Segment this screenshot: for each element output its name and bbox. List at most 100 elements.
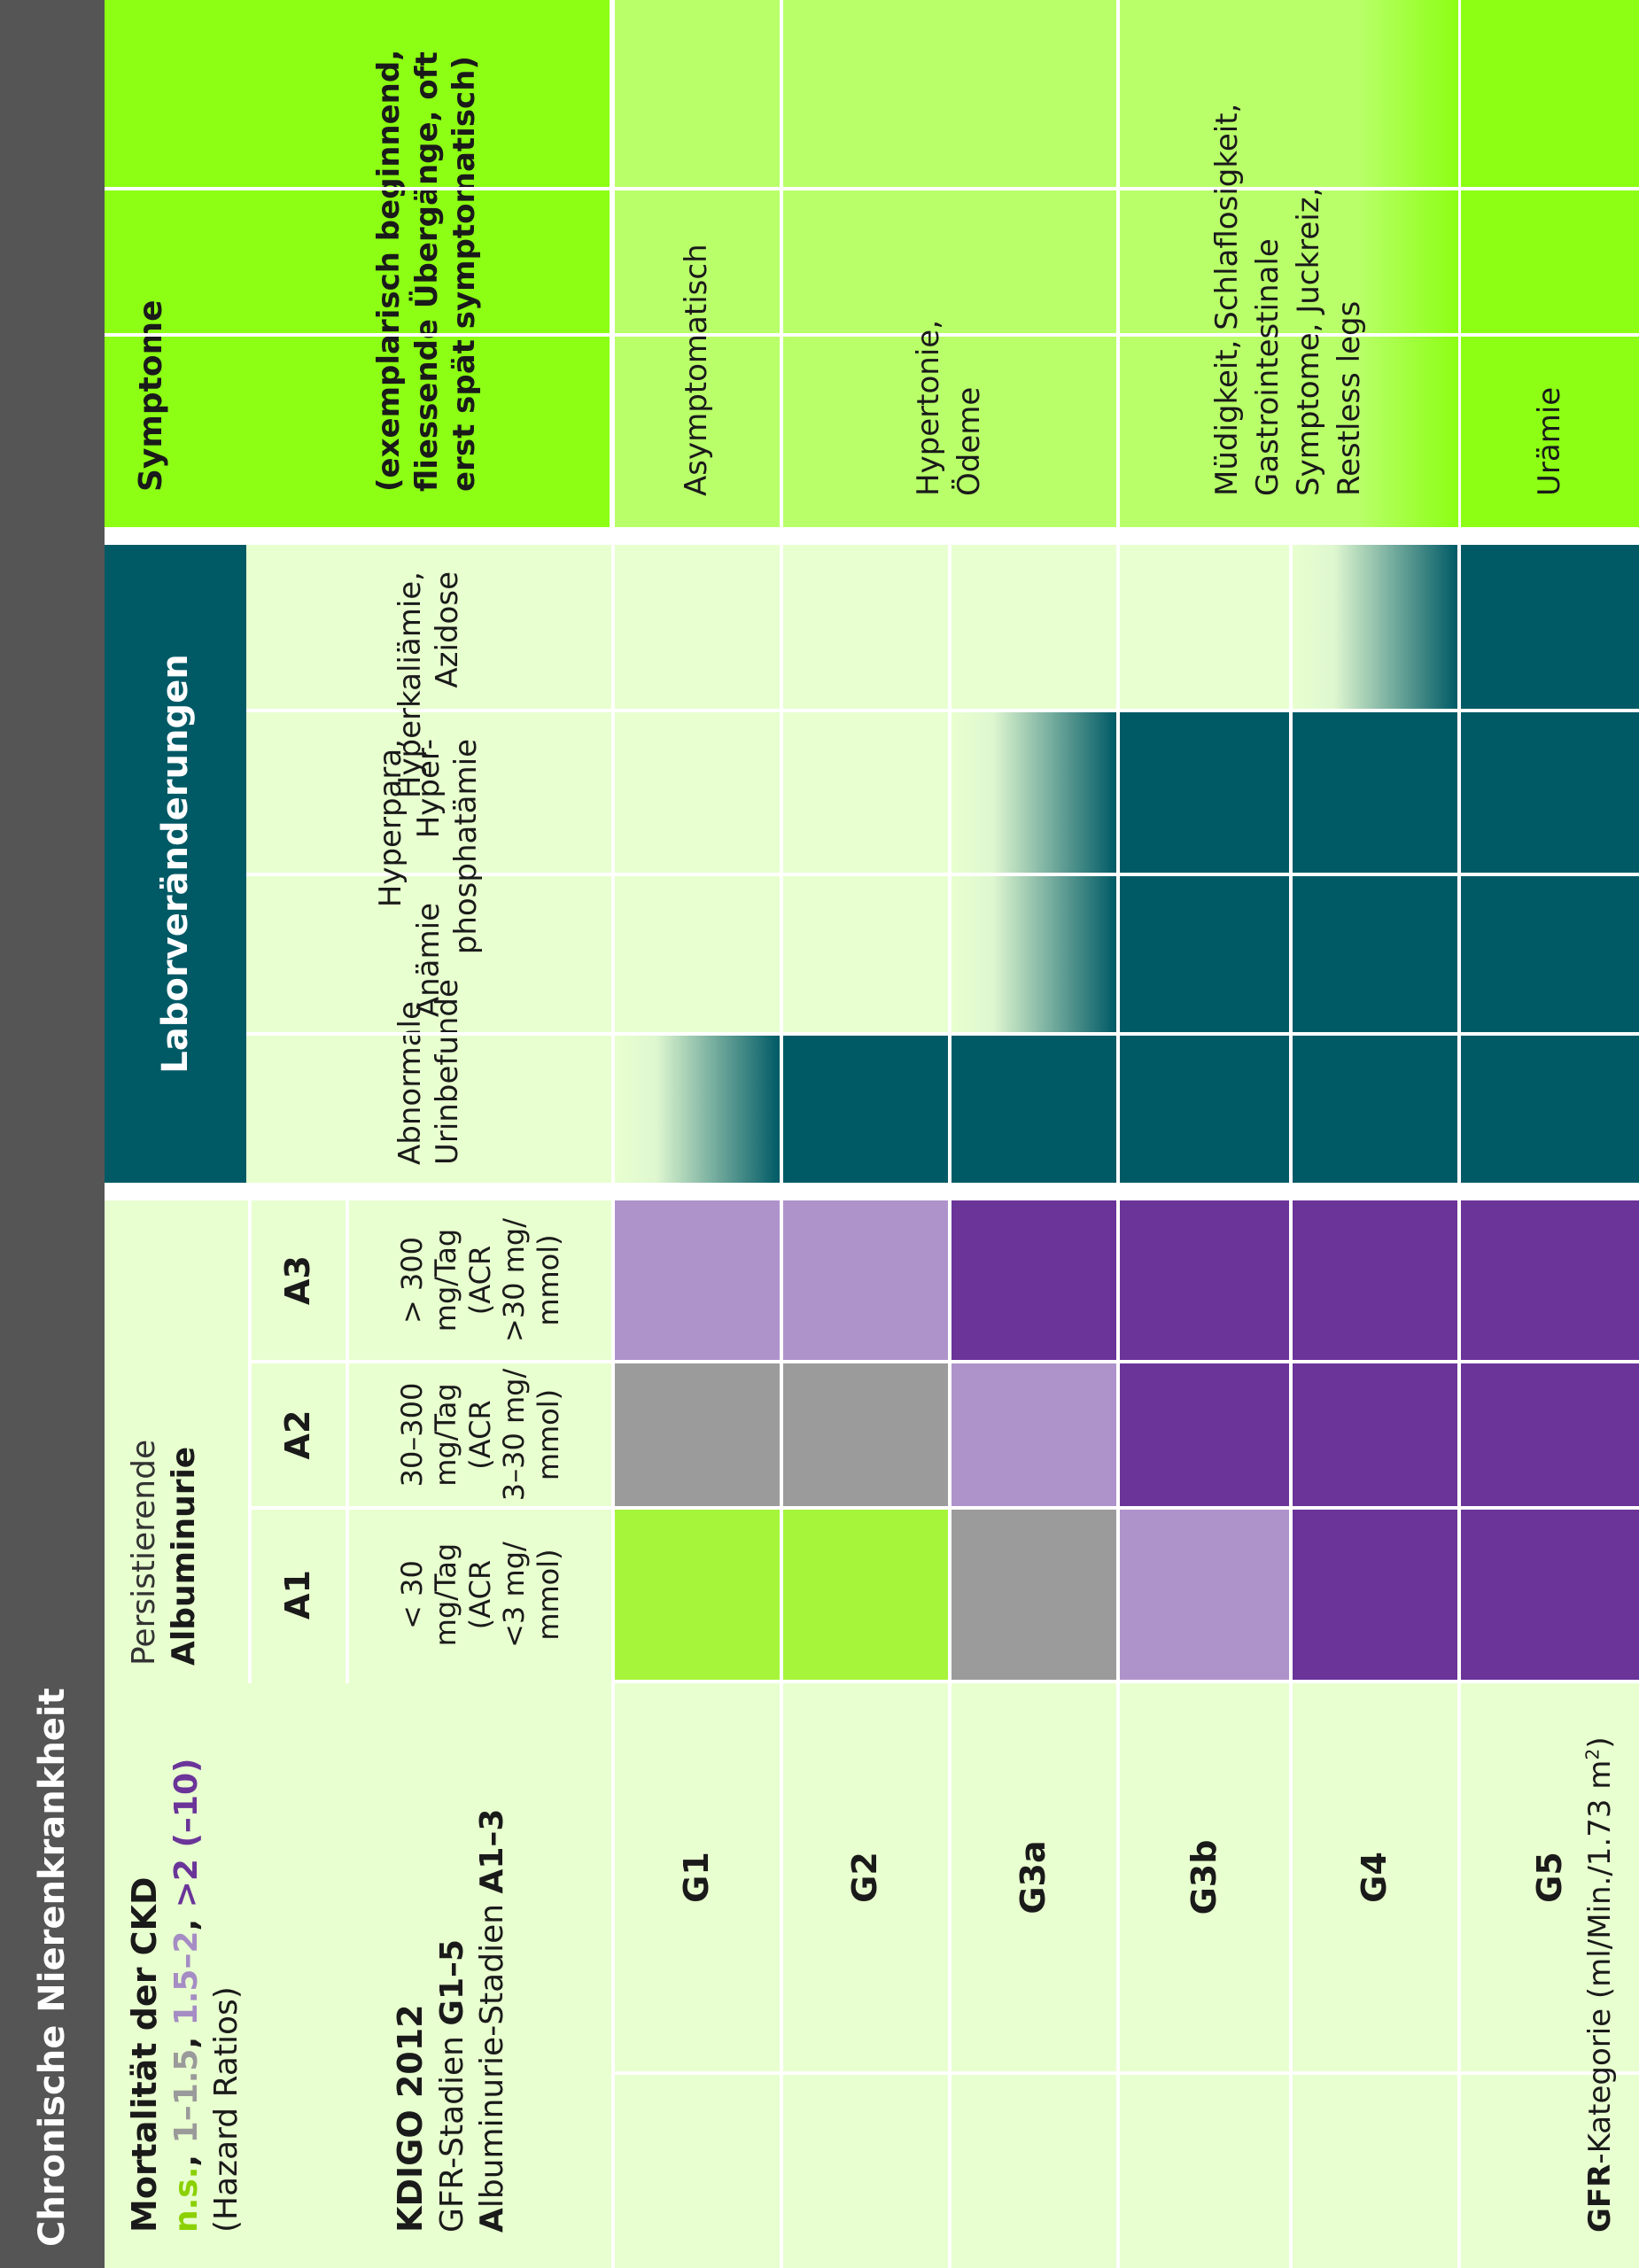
lab-item-label: Hyperpara, Hyper-phosphatämie — [246, 712, 611, 954]
risk-cell — [615, 1363, 780, 1506]
lab-teal-cell — [783, 1036, 948, 1183]
albuminuria-desc-line: mmol) — [531, 1234, 565, 1326]
page-title: Chronische Nierenkrankheit — [32, 1688, 73, 2247]
lab-gradient-cell — [952, 876, 1116, 1032]
lab-gradient-cell — [952, 712, 1116, 873]
symptom-line: Urämie — [1532, 386, 1568, 496]
risk-cell — [1461, 1200, 1639, 1360]
albuminuria-desc-line: <3 mg/ — [497, 1542, 532, 1648]
albuminuria-desc-line: mmol) — [531, 1549, 565, 1641]
albuminuria-header: Persistierende Albuminurie — [124, 1205, 248, 1666]
lab-teal-cell — [1461, 545, 1639, 709]
albuminuria-stage-desc: > 300 mg/Tag (ACR >30 mg/mmol) — [349, 1200, 611, 1360]
albuminuria-desc-line: mg/Tag — [429, 1542, 463, 1647]
symptom-item: Hypertonie, Ödeme — [783, 18, 1116, 496]
albuminuria-header-bold: Albuminurie — [166, 1446, 202, 1666]
symptom-item: Urämie — [1462, 18, 1639, 496]
albuminuria-stage-code: A2 — [278, 1410, 318, 1460]
lab-item-line: Anämie — [410, 903, 447, 1018]
risk-cell — [1293, 1363, 1457, 1506]
lab-item-line: phosphatämie — [448, 739, 485, 955]
lab-gradient-cell — [615, 1036, 780, 1183]
albuminuria-stage-desc: < 30 mg/Tag (ACR <3 mg/mmol) — [349, 1510, 611, 1680]
gfr-stage-code: G2 — [845, 1852, 885, 1903]
albuminuria-desc-line: mmol) — [531, 1388, 565, 1481]
risk-cell — [1120, 1363, 1289, 1506]
lab-header: Laborveränderungen — [105, 545, 246, 1183]
risk-cell — [952, 1363, 1116, 1506]
lab-col-separator — [246, 709, 1639, 712]
lab-teal-cell — [1120, 876, 1289, 1032]
lab-teal-cell — [1461, 1036, 1639, 1183]
section-separator — [105, 527, 1639, 545]
albuminuria-stage-desc: 30–300 mg/Tag (ACR 3–30 mg/mmol) — [349, 1363, 611, 1506]
mortality-ns: n.s. — [167, 2166, 205, 2233]
kdigo-alb-line: Albuminurie-Stadien A1–3 — [473, 1808, 510, 2233]
mortality-legend: Mortalität der CKD n.s., 1–1.5, 1.5–2, >… — [124, 1719, 284, 2233]
lab-teal-cell — [1293, 876, 1457, 1032]
mortality-v1: 1–1.5 — [167, 2048, 205, 2144]
kdigo-title: KDIGO 2012 — [391, 2004, 430, 2233]
albuminuria-desc-line: 3–30 mg/ — [497, 1368, 532, 1502]
symptom-line: Gastrointestinale — [1250, 238, 1286, 496]
lab-teal-cell — [952, 1036, 1116, 1183]
symptom-item: Asymptomatisch — [615, 18, 780, 496]
lab-col-separator — [246, 1032, 1639, 1036]
albuminuria-desc-line: < 30 — [395, 1560, 430, 1629]
albuminuria-desc-line: (ACR — [462, 1400, 497, 1470]
symptom-line: Müdigkeit, Schlaflosigkeit, — [1209, 103, 1246, 496]
albuminuria-desc-line: 30–300 — [395, 1382, 430, 1487]
lab-teal-cell — [1120, 1036, 1289, 1183]
symptoms-subheader: (exemplarisch beginnend, fliessende Über… — [371, 49, 482, 492]
mortality-scale: n.s., 1–1.5, 1.5–2, >2 (–10) — [167, 1758, 205, 2233]
symptom-line: Symptome, Juckreiz, — [1291, 187, 1326, 496]
risk-cell — [1120, 1510, 1289, 1680]
symptom-line: Ödeme — [952, 386, 987, 496]
gfr-stage-code: G5 — [1529, 1852, 1569, 1903]
section-separator — [105, 1183, 1639, 1200]
risk-cell — [1293, 1200, 1457, 1360]
albuminuria-desc-line: mg/Tag — [429, 1228, 463, 1332]
risk-cell — [783, 1200, 948, 1360]
kdigo-legend: KDIGO 2012 GFR-Stadien G1–5 Albuminurie-… — [390, 1719, 532, 2233]
lab-item-label: Abnormale Urinbefunde — [246, 979, 611, 1183]
symptom-line: Hypertonie, — [911, 319, 947, 496]
albuminuria-desc-line: mg/Tag — [429, 1383, 463, 1487]
symptoms-header: Symptome — [133, 299, 169, 492]
lab-teal-cell — [1293, 712, 1457, 873]
legend-separator — [611, 2071, 1639, 2075]
risk-cell — [952, 1510, 1116, 1680]
risk-cell — [783, 1510, 948, 1680]
mortality-v3: >2 (–10) — [167, 1758, 205, 1908]
risk-cell — [1461, 1510, 1639, 1680]
gfr-stage-code: G1 — [677, 1852, 717, 1903]
symptom-line: Asymptomatisch — [679, 244, 715, 496]
symptom-item: Müdigkeit, Schlaflosigkeit, Gastrointesti… — [1120, 18, 1458, 496]
mortality-v2: 1.5–2 — [167, 1930, 205, 2026]
albuminuria-stage-code: A1 — [278, 1570, 318, 1619]
gfr-stage-code: G3b — [1184, 1839, 1223, 1915]
lab-item-label: Hyperkaliämie, Azidose — [246, 545, 611, 798]
symptoms-header-area: Symptome (exemplarisch beginnend, fliess… — [105, 0, 610, 527]
lab-teal-cell — [1120, 712, 1289, 873]
mortality-title: Mortalität der CKD — [125, 1876, 164, 2233]
albuminuria-desc-line: >30 mg/ — [497, 1218, 532, 1342]
albuminuria-desc-line: > 300 — [395, 1236, 430, 1324]
risk-cell — [1461, 1363, 1639, 1506]
lab-gradient-cell — [1293, 545, 1457, 709]
gfr-stage-code: G3a — [1014, 1840, 1053, 1915]
albuminuria-desc-line: (ACR — [462, 1245, 497, 1316]
kdigo-gfr-line: GFR-Stadien G1–5 — [433, 1938, 470, 2233]
risk-cell — [1293, 1510, 1457, 1680]
albuminuria-stage-code: A3 — [278, 1255, 318, 1305]
albuminuria-header-light: Persistierende — [126, 1439, 162, 1666]
lab-teal-cell — [1293, 1036, 1457, 1183]
mortality-note: (Hazard Ratios) — [207, 1986, 245, 2233]
risk-cell — [952, 1200, 1116, 1360]
risk-cell — [1120, 1200, 1289, 1360]
gfr-stage-code: G4 — [1355, 1852, 1394, 1903]
lab-item-line: Azidose — [430, 571, 465, 688]
title-bar: Chronische Nierenkrankheit — [0, 0, 105, 2268]
